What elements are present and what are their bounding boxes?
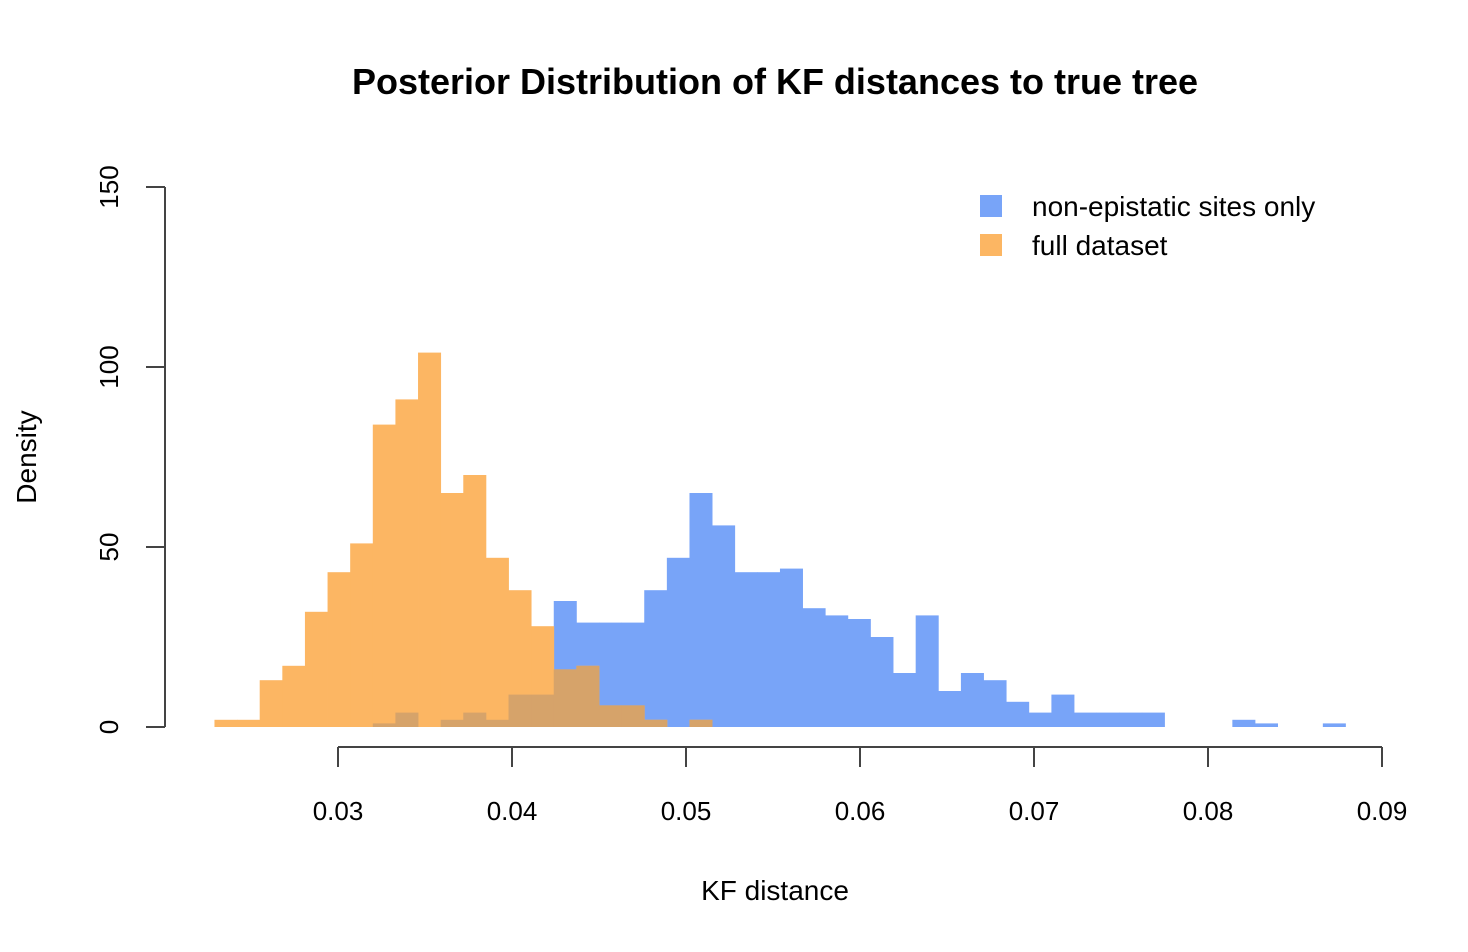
non-epistatic-bar-31 bbox=[1074, 712, 1098, 727]
non-epistatic-bar-14 bbox=[689, 493, 713, 727]
non-epistatic-bar-19 bbox=[802, 608, 826, 727]
non-epistatic-bar-25 bbox=[938, 691, 962, 727]
non-epistatic-bar-11 bbox=[621, 622, 645, 727]
overlap-bar-11 bbox=[463, 712, 487, 727]
full-dataset-bar-9 bbox=[418, 352, 442, 727]
non-epistatic-bar-10 bbox=[599, 622, 623, 727]
non-epistatic-bar-30 bbox=[1051, 694, 1075, 727]
chart-title: Posterior Distribution of KF distances t… bbox=[352, 61, 1198, 102]
legend-swatch-non-epistatic bbox=[980, 195, 1002, 217]
x-tick-label-0: 0.03 bbox=[313, 796, 364, 826]
x-tick-label-4: 0.07 bbox=[1009, 796, 1060, 826]
full-dataset-bar-6 bbox=[350, 543, 374, 727]
non-epistatic-bar-17 bbox=[757, 572, 781, 727]
non-epistatic-bar-23 bbox=[893, 673, 917, 727]
full-dataset-bar-4 bbox=[304, 611, 328, 727]
non-epistatic-bar-18 bbox=[779, 568, 803, 727]
non-epistatic-bar-21 bbox=[847, 619, 871, 727]
full-dataset-bar-10 bbox=[440, 493, 464, 727]
non-epistatic-bar-15 bbox=[712, 525, 736, 727]
non-epistatic-bar-38 bbox=[1232, 719, 1256, 727]
full-dataset-bar-11 bbox=[463, 475, 487, 727]
overlap-bar-14 bbox=[531, 694, 555, 727]
x-tick-label-6: 0.09 bbox=[1357, 796, 1408, 826]
x-tick-label-5: 0.08 bbox=[1183, 796, 1234, 826]
x-axis-label: KF distance bbox=[701, 875, 849, 906]
full-dataset-bar-7 bbox=[372, 424, 396, 727]
overlap-bar-10 bbox=[440, 719, 464, 727]
x-tick-label-3: 0.06 bbox=[835, 796, 886, 826]
full-dataset-bar-3 bbox=[282, 665, 306, 727]
full-dataset-bar-2 bbox=[259, 680, 283, 727]
x-tick-label-2: 0.05 bbox=[661, 796, 712, 826]
x-axis: 0.03 0.04 0.05 0.06 0.07 0.08 0.09 bbox=[313, 746, 1408, 826]
full-dataset-bar-1 bbox=[237, 719, 261, 727]
overlap-bar-19 bbox=[644, 719, 668, 727]
overlap-bars bbox=[372, 665, 713, 727]
non-epistatic-bar-13 bbox=[666, 557, 690, 727]
non-epistatic-bar-16 bbox=[734, 572, 758, 727]
non-epistatic-bar-27 bbox=[983, 680, 1007, 727]
non-epistatic-bar-12 bbox=[644, 590, 668, 727]
non-epistatic-bar-32 bbox=[1096, 712, 1120, 727]
overlap-bar-7 bbox=[372, 723, 396, 727]
legend-label-full-dataset: full dataset bbox=[1032, 230, 1168, 261]
y-axis: 0 50 100 150 bbox=[94, 165, 166, 734]
full-dataset-bar-8 bbox=[395, 399, 419, 727]
full-dataset-bar-5 bbox=[327, 572, 351, 727]
non-epistatic-bar-34 bbox=[1141, 712, 1165, 727]
y-axis-label: Density bbox=[11, 410, 42, 503]
overlap-bar-13 bbox=[508, 694, 532, 727]
y-tick-label-3: 150 bbox=[94, 165, 124, 208]
x-tick-label-1: 0.04 bbox=[487, 796, 538, 826]
y-tick-label-0: 0 bbox=[94, 720, 124, 734]
legend: non-epistatic sites only full dataset bbox=[980, 191, 1315, 261]
non-epistatic-bar-20 bbox=[825, 615, 849, 727]
overlap-bar-21 bbox=[689, 719, 713, 727]
non-epistatic-bar-22 bbox=[870, 637, 894, 727]
non-epistatic-bar-42 bbox=[1322, 723, 1346, 727]
non-epistatic-bar-24 bbox=[915, 615, 939, 727]
non-epistatic-bar-26 bbox=[960, 673, 984, 727]
series-non-epistatic-bars bbox=[372, 493, 1346, 727]
non-epistatic-bar-39 bbox=[1254, 723, 1278, 727]
non-epistatic-bar-29 bbox=[1028, 712, 1052, 727]
legend-label-non-epistatic: non-epistatic sites only bbox=[1032, 191, 1315, 222]
legend-swatch-full-dataset bbox=[980, 234, 1002, 256]
non-epistatic-bar-33 bbox=[1119, 712, 1143, 727]
full-dataset-bar-0 bbox=[214, 719, 238, 727]
y-tick-label-1: 50 bbox=[94, 533, 124, 562]
non-epistatic-bar-28 bbox=[1006, 701, 1030, 727]
overlap-bar-15 bbox=[553, 669, 577, 727]
full-dataset-bar-13 bbox=[508, 590, 532, 727]
overlap-bar-12 bbox=[485, 719, 509, 727]
y-tick-label-2: 100 bbox=[94, 345, 124, 388]
full-dataset-bar-12 bbox=[485, 557, 509, 727]
overlap-bar-16 bbox=[576, 665, 600, 727]
overlap-bar-17 bbox=[599, 705, 623, 727]
series-full-dataset-bars bbox=[214, 352, 713, 727]
overlap-bar-8 bbox=[395, 712, 419, 727]
overlap-bar-18 bbox=[621, 705, 645, 727]
